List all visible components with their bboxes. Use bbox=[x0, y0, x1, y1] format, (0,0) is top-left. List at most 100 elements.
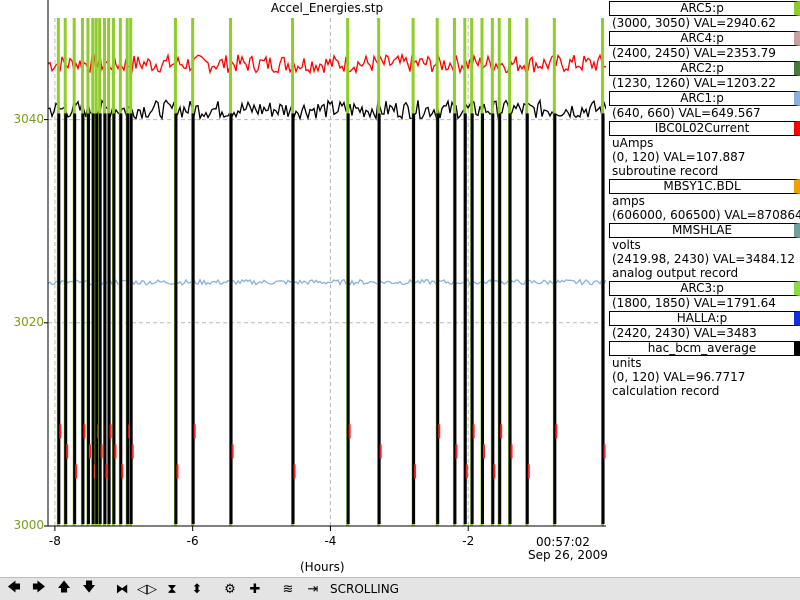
trip-marker-red bbox=[100, 444, 103, 459]
trip-marker-red bbox=[348, 424, 351, 439]
zoom-in-y-icon[interactable]: ⧗ bbox=[167, 581, 177, 597]
trip-marker-current bbox=[470, 113, 474, 524]
add-icon[interactable]: ✚ bbox=[249, 581, 261, 597]
trip-marker-current bbox=[453, 113, 457, 524]
x-axis-label: (Hours) bbox=[300, 560, 345, 574]
toolbar: 🡄 🡆 🡅 🡇 ⧓ ◁▷ ⧗ ⬍ ⚙ ✚ ≋ ⇥ SCROLLING bbox=[0, 577, 800, 600]
toggle-scroll-icon[interactable]: ≋ bbox=[282, 581, 294, 597]
legend-item-detail: (0, 120) VAL=107.887 bbox=[612, 150, 746, 164]
legend-item-button[interactable]: ARC3:p bbox=[609, 281, 800, 296]
trip-marker-red bbox=[527, 464, 530, 479]
trip-marker-current bbox=[291, 113, 295, 524]
trip-marker-red bbox=[483, 444, 485, 459]
trip-marker-red bbox=[83, 424, 86, 439]
legend-item-button[interactable]: ARC1:p bbox=[609, 91, 800, 106]
legend-item-detail: (2419.98, 2430) VAL=3484.12 bbox=[612, 252, 795, 266]
trip-marker-current bbox=[95, 113, 99, 524]
trip-marker-current bbox=[481, 113, 484, 524]
trip-marker-current bbox=[119, 113, 123, 524]
y-tick-label: 3040 bbox=[13, 111, 44, 126]
trip-marker-current bbox=[436, 113, 440, 524]
arrow-up-icon[interactable]: 🡅 bbox=[57, 580, 71, 595]
trip-marker-red bbox=[455, 444, 458, 459]
x-tick-label: -8 bbox=[48, 534, 61, 548]
x-tick-label: -6 bbox=[186, 534, 199, 548]
x-end-time: 00:57:02 bbox=[536, 535, 590, 549]
legend-item-button[interactable]: ARC5:p bbox=[609, 1, 800, 16]
legend-item-detail: (0, 120) VAL=96.7717 bbox=[612, 370, 746, 384]
legend-item-detail: analog output record bbox=[612, 266, 739, 280]
arrow-down-icon[interactable]: 🡇 bbox=[82, 580, 96, 595]
trip-marker-red bbox=[555, 424, 558, 439]
trip-marker-current bbox=[525, 113, 529, 524]
config-icon[interactable]: ⚙ bbox=[224, 581, 236, 597]
legend-item-button[interactable]: MMSHLAE bbox=[609, 223, 800, 238]
strip-chart[interactable] bbox=[0, 0, 606, 577]
trip-marker-red bbox=[472, 424, 475, 439]
trip-marker-current bbox=[508, 113, 512, 524]
trip-marker-red bbox=[510, 444, 513, 459]
series-line-MMSHLAE bbox=[47, 278, 606, 287]
trip-marker-current bbox=[491, 113, 495, 524]
trip-marker-red bbox=[231, 444, 234, 459]
legend-item-detail: (1800, 1850) VAL=1791.64 bbox=[612, 296, 776, 310]
y-tick-label: 3000 bbox=[13, 518, 44, 532]
trip-marker-red bbox=[293, 464, 296, 479]
trip-marker-red bbox=[193, 424, 196, 439]
series-line-hac_bcm_average bbox=[47, 98, 606, 121]
legend-item-button[interactable]: MBSY1C.BDL bbox=[609, 179, 800, 194]
legend-item-button[interactable]: ARC4:p bbox=[609, 31, 800, 46]
trip-marker-current bbox=[229, 113, 233, 524]
zoom-in-x-icon[interactable]: ⧓ bbox=[115, 581, 129, 597]
legend-item-detail: (3000, 3050) VAL=2940.62 bbox=[612, 16, 776, 30]
arrow-left-icon[interactable]: 🡄 bbox=[7, 580, 21, 595]
legend-item-button[interactable]: HALLA:p bbox=[609, 311, 800, 326]
trip-marker-current bbox=[601, 113, 605, 524]
status-text: SCROLLING bbox=[330, 582, 399, 596]
legend-item-button[interactable]: IBC0L02Current bbox=[609, 121, 800, 136]
legend-item-detail: calculation record bbox=[612, 384, 720, 398]
trip-marker-red bbox=[66, 444, 69, 459]
trip-marker-current bbox=[107, 113, 111, 524]
trip-marker-red bbox=[414, 464, 417, 479]
plot-title: Accel_Energies.stp bbox=[270, 1, 384, 15]
trip-marker-current bbox=[126, 113, 130, 524]
trip-marker-current bbox=[81, 113, 85, 524]
zoom-out-y-icon[interactable]: ⬍ bbox=[191, 581, 203, 597]
trip-marker-current bbox=[112, 113, 116, 524]
legend-item-detail: (2420, 2430) VAL=3483 bbox=[612, 326, 757, 340]
trip-marker-red bbox=[131, 444, 134, 459]
trip-marker-current bbox=[103, 113, 107, 524]
legend-item-detail: subroutine record bbox=[612, 164, 719, 178]
trip-marker-current bbox=[191, 113, 195, 524]
trip-marker-red bbox=[105, 464, 108, 479]
trip-marker-current bbox=[412, 113, 416, 524]
legend-item-detail: uAmps bbox=[612, 136, 654, 150]
trip-marker-current bbox=[64, 113, 68, 524]
trip-marker-current bbox=[91, 113, 95, 524]
x-tick-label: -2 bbox=[462, 534, 475, 548]
trip-marker-red bbox=[88, 444, 91, 459]
trip-marker-red bbox=[500, 424, 503, 439]
trip-marker-red bbox=[176, 464, 179, 479]
legend-item-detail: (2400, 2450) VAL=2353.79 bbox=[612, 46, 776, 60]
trip-marker-red bbox=[59, 424, 62, 439]
legend-item-detail: (606000, 606500) VAL=870864 bbox=[612, 208, 800, 222]
trip-marker-current bbox=[377, 113, 381, 524]
zoom-out-x-icon[interactable]: ◁▷ bbox=[137, 581, 157, 597]
x-tick-label: -4 bbox=[324, 534, 337, 548]
legend-item-detail: units bbox=[612, 356, 642, 370]
trip-marker-red bbox=[121, 464, 124, 479]
legend-item-button[interactable]: hac_bcm_average bbox=[609, 341, 800, 356]
trip-marker-current bbox=[98, 113, 102, 524]
y-tick-label: 3020 bbox=[13, 314, 44, 329]
trip-marker-current bbox=[346, 113, 350, 524]
x-end-date: Sep 26, 2009 bbox=[528, 548, 608, 562]
arrow-right-icon[interactable]: 🡆 bbox=[32, 580, 46, 595]
trip-marker-red bbox=[379, 444, 382, 459]
trip-marker-red bbox=[438, 424, 441, 439]
trip-marker-current bbox=[174, 113, 178, 524]
end-scroll-icon[interactable]: ⇥ bbox=[307, 581, 319, 597]
trip-marker-current bbox=[86, 113, 90, 524]
legend-item-button[interactable]: ARC2:p bbox=[609, 61, 800, 76]
